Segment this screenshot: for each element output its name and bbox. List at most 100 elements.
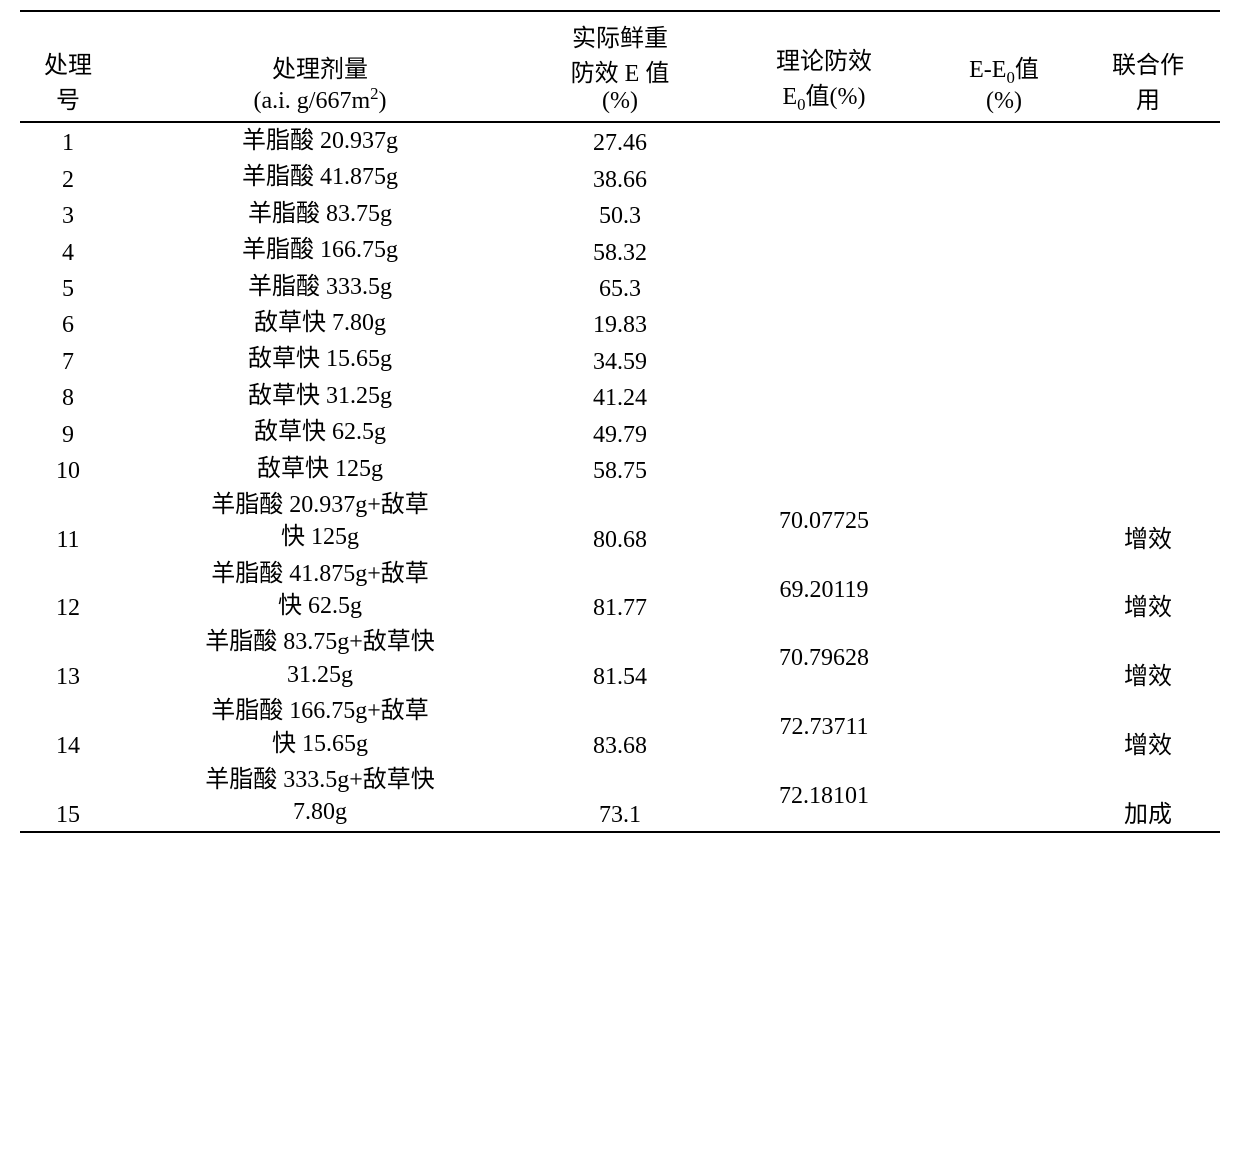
table-row: 12羊脂酸 41.875g+敌草快 62.5g81.7769.20119增效 [20,556,1220,625]
cell-id: 4 [20,232,116,268]
cell-effect: 加成 [1076,762,1220,832]
cell-diff [932,556,1076,625]
cell-e: 83.68 [524,693,716,762]
cell-dose: 羊脂酸 83.75g+敌草快 31.25g [116,624,524,693]
cell-id: 11 [20,487,116,556]
cell-effect [1076,196,1220,232]
header-row: 处理 号 处理剂量 (a.i. g/667m2) 实际鲜重 防效 E 值 (%)… [20,11,1220,122]
cell-diff [932,341,1076,377]
dose-line-1: 羊脂酸 166.75g+敌草 [211,698,429,724]
table-row: 3羊脂酸 83.75g50.3 [20,196,1220,232]
table-row: 5羊脂酸 333.5g65.3 [20,269,1220,305]
cell-id: 13 [20,624,116,693]
table-row: 14羊脂酸 166.75g+敌草快 15.65g83.6872.73711增效 [20,693,1220,762]
cell-e: 19.83 [524,305,716,341]
cell-dose: 羊脂酸 166.75g+敌草快 15.65g [116,693,524,762]
cell-dose: 羊脂酸 333.5g+敌草快 7.80g [116,762,524,832]
cell-effect [1076,341,1220,377]
cell-e0 [716,159,932,195]
header-diff: E-E0值 (%) [932,11,1076,122]
cell-diff [932,196,1076,232]
cell-effect [1076,414,1220,450]
cell-effect [1076,269,1220,305]
cell-diff [932,624,1076,693]
header-eff: 联合作 用 [1076,11,1220,122]
cell-effect [1076,122,1220,159]
cell-e0 [716,269,932,305]
cell-id: 15 [20,762,116,832]
cell-id: 1 [20,122,116,159]
cell-diff [932,305,1076,341]
header-e0: 理论防效 E0值(%) [716,11,932,122]
cell-e: 41.24 [524,378,716,414]
cell-dose: 羊脂酸 41.875g [116,159,524,195]
header-diff-l1-sub: 0 [1006,68,1014,87]
cell-dose: 敌草快 7.80g [116,305,524,341]
header-e: 实际鲜重 防效 E 值 (%) [524,11,716,122]
table-row: 2羊脂酸 41.875g38.66 [20,159,1220,195]
cell-e0: 72.18101 [716,762,932,832]
table-row: 4羊脂酸 166.75g58.32 [20,232,1220,268]
dose-line-1: 羊脂酸 41.875g+敌草 [211,561,429,587]
header-e0-l2-sub: 0 [797,95,805,114]
header-id-l1: 处理 [44,53,92,79]
cell-e: 38.66 [524,159,716,195]
dose-line-2: 快 62.5g [278,593,362,619]
header-dose-l2-sup: 2 [370,84,378,103]
dose-line-1: 羊脂酸 83.75g+敌草快 [205,629,435,655]
header-e-l3: (%) [602,88,638,114]
cell-e: 49.79 [524,414,716,450]
cell-id: 7 [20,341,116,377]
cell-e0 [716,232,932,268]
cell-dose: 羊脂酸 166.75g [116,232,524,268]
cell-e: 65.3 [524,269,716,305]
header-eff-l1: 联合作 [1112,53,1184,79]
table-row: 9敌草快 62.5g49.79 [20,414,1220,450]
cell-e0: 70.07725 [716,487,932,556]
cell-dose: 敌草快 125g [116,451,524,487]
dose-line-2: 快 125g [281,524,359,550]
header-e-l1: 实际鲜重 [572,26,668,52]
cell-id: 6 [20,305,116,341]
cell-dose: 羊脂酸 41.875g+敌草快 62.5g [116,556,524,625]
dose-line-2: 7.80g [293,799,347,825]
cell-effect [1076,159,1220,195]
header-diff-l1-post: 值 [1015,57,1039,83]
cell-diff [932,693,1076,762]
cell-effect: 增效 [1076,624,1220,693]
cell-e0 [716,451,932,487]
cell-id: 2 [20,159,116,195]
table-row: 11羊脂酸 20.937g+敌草快 125g80.6870.07725增效 [20,487,1220,556]
cell-id: 5 [20,269,116,305]
header-id-l2: 号 [56,88,80,114]
header-e-l2: 防效 E 值 [571,61,670,87]
cell-e: 58.32 [524,232,716,268]
cell-effect [1076,451,1220,487]
cell-e: 81.77 [524,556,716,625]
cell-diff [932,378,1076,414]
cell-e: 50.3 [524,196,716,232]
cell-e0: 70.79628 [716,624,932,693]
cell-dose: 敌草快 62.5g [116,414,524,450]
cell-e: 34.59 [524,341,716,377]
efficacy-table: 处理 号 处理剂量 (a.i. g/667m2) 实际鲜重 防效 E 值 (%)… [20,10,1220,833]
header-dose-l2-post: ) [379,88,387,114]
dose-line-2: 31.25g [287,662,353,688]
cell-e: 27.46 [524,122,716,159]
cell-id: 3 [20,196,116,232]
dose-line-1: 羊脂酸 333.5g+敌草快 [205,767,435,793]
cell-diff [932,122,1076,159]
cell-e: 58.75 [524,451,716,487]
cell-e0 [716,305,932,341]
cell-dose: 敌草快 15.65g [116,341,524,377]
cell-e0 [716,414,932,450]
dose-line-1: 羊脂酸 20.937g+敌草 [211,492,429,518]
header-dose: 处理剂量 (a.i. g/667m2) [116,11,524,122]
cell-diff [932,269,1076,305]
cell-e0: 72.73711 [716,693,932,762]
header-eff-l2: 用 [1136,88,1160,114]
cell-e: 73.1 [524,762,716,832]
cell-id: 12 [20,556,116,625]
cell-diff [932,451,1076,487]
cell-effect: 增效 [1076,487,1220,556]
